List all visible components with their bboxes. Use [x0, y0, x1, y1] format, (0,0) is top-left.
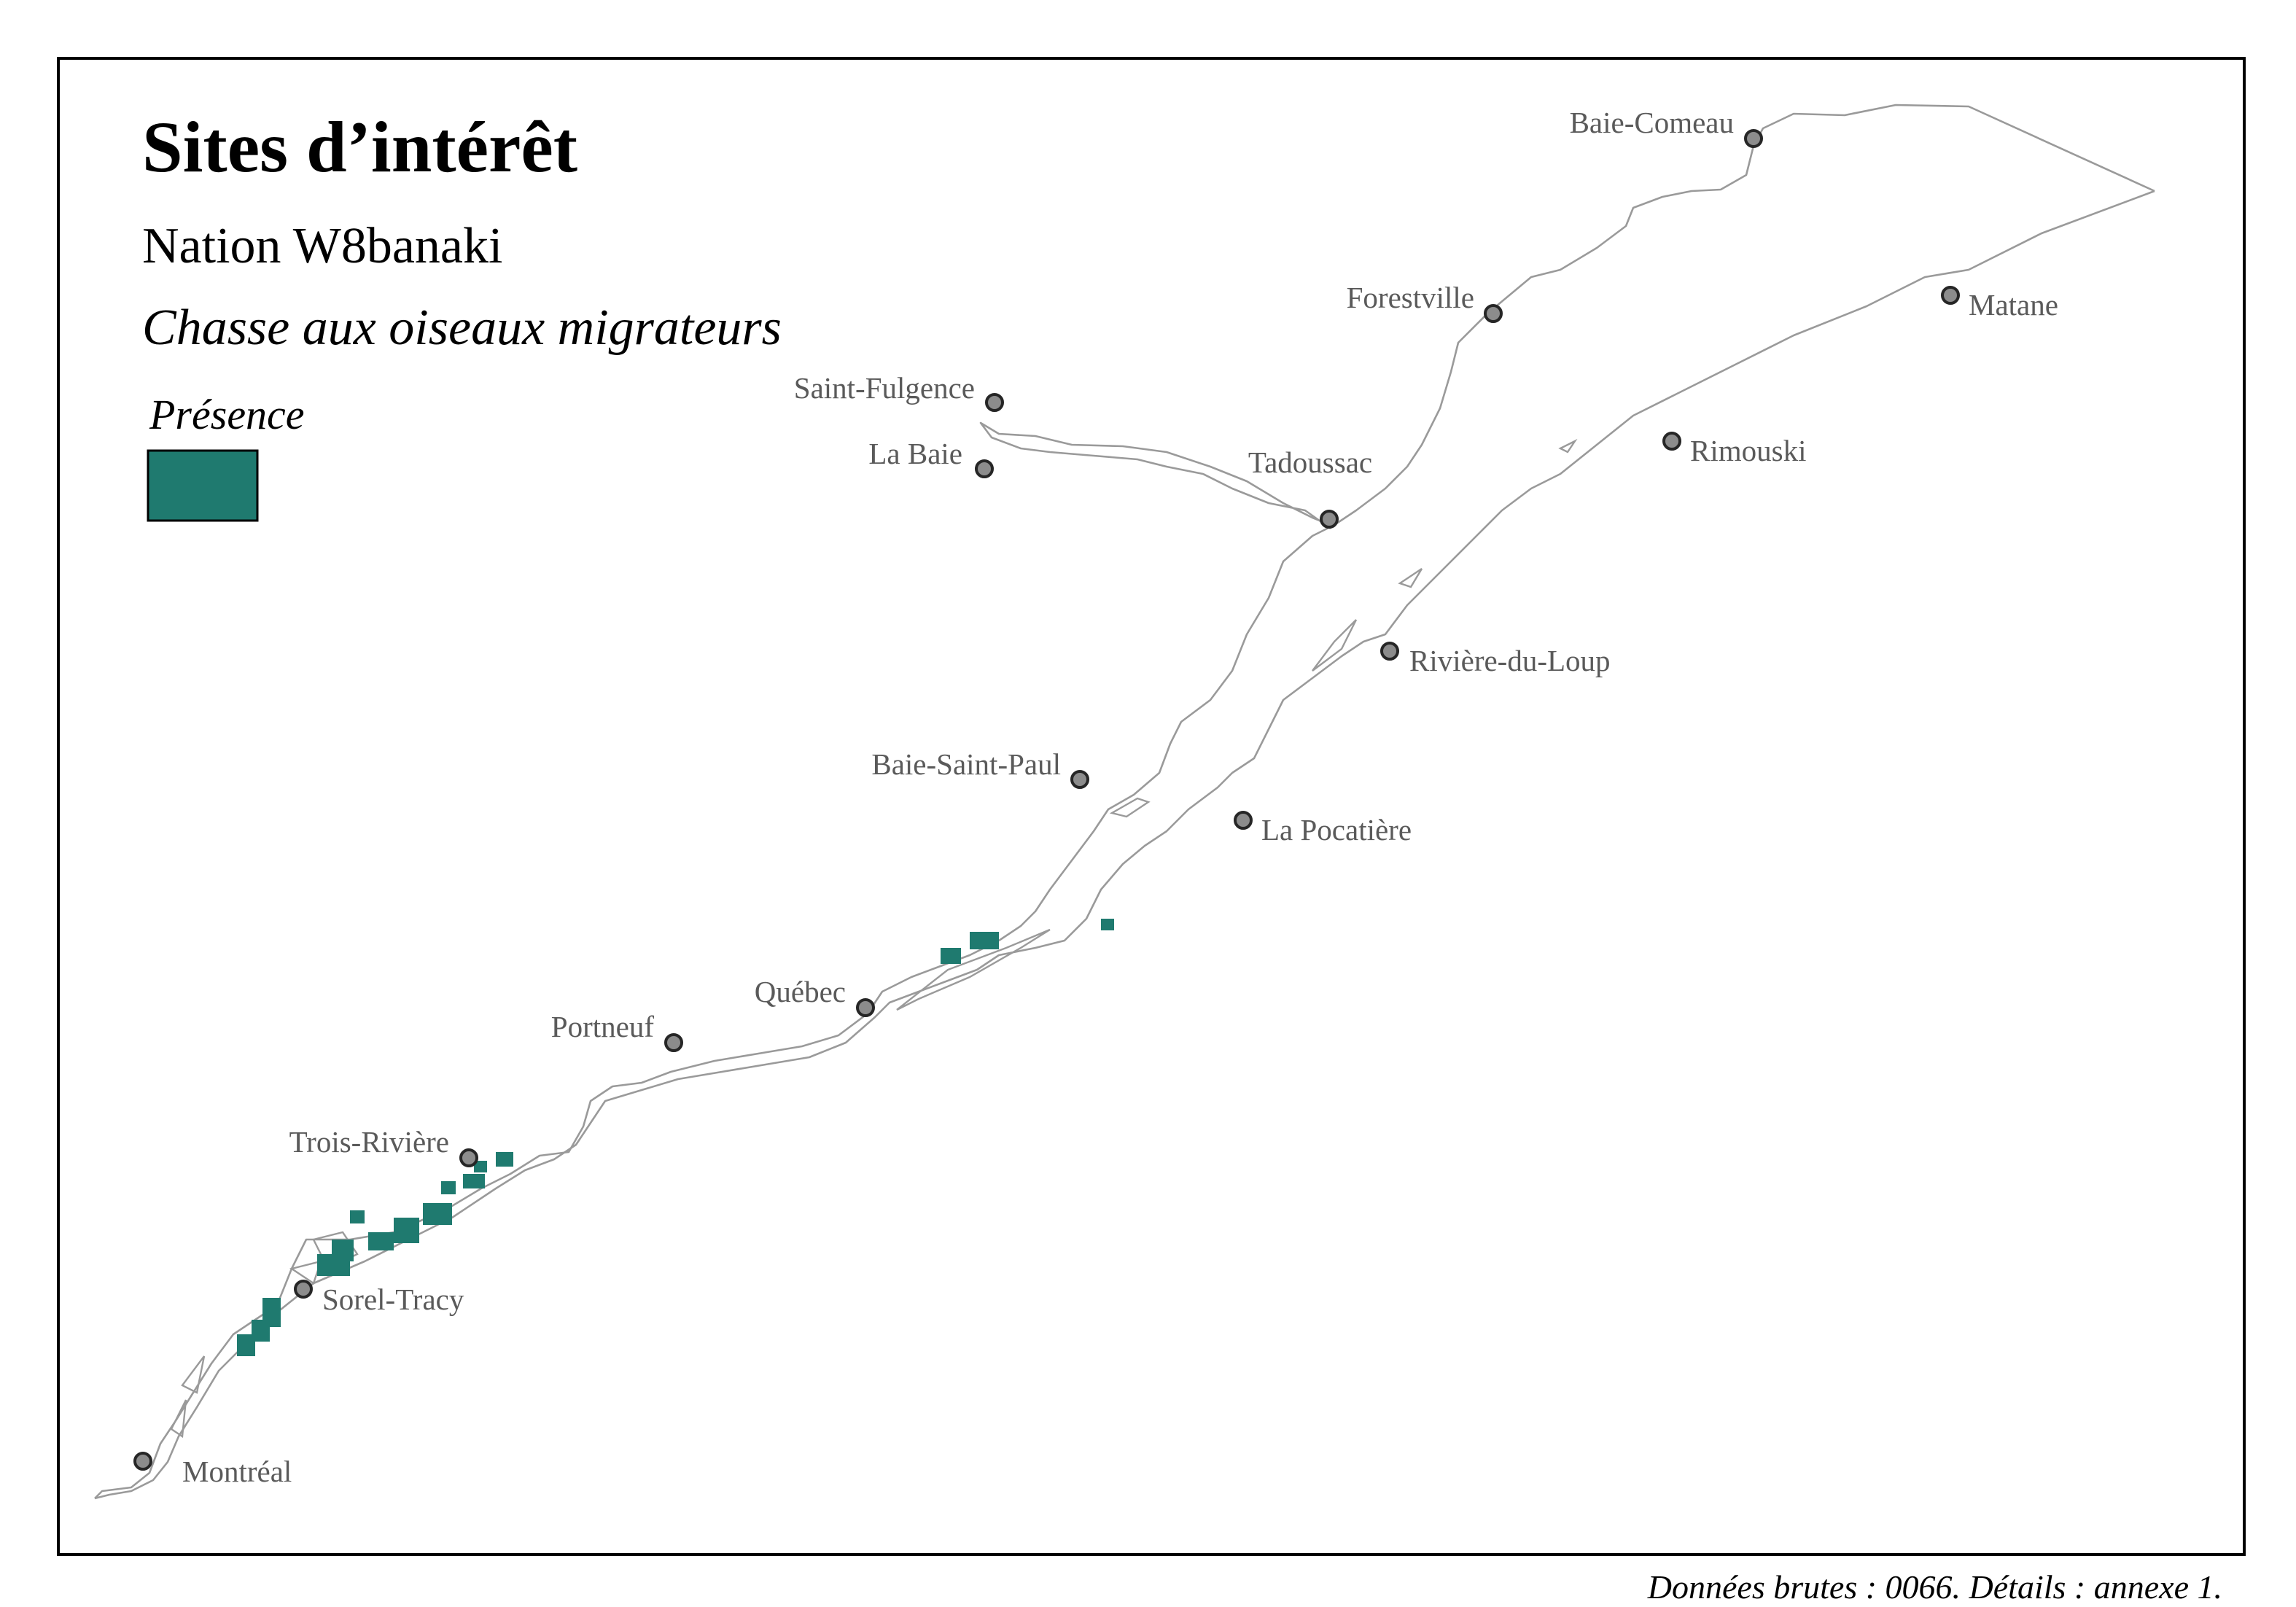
presence-cell: [1101, 919, 1114, 930]
presence-cell: [970, 932, 999, 949]
ile-orleans: [896, 928, 1051, 1011]
city-label: Tadoussac: [1248, 445, 1372, 479]
city-marker[interactable]: [1234, 811, 1253, 830]
presence-cell: [941, 948, 961, 964]
city-label: Saint-Fulgence: [794, 371, 975, 405]
legend-swatch-presence: [147, 449, 259, 522]
cities-layer: Baie-Comeau Forestville Matane Saint-Ful…: [133, 106, 2058, 1488]
ile-aux-coudres: [1109, 797, 1151, 818]
island-chain-3: [1558, 438, 1578, 454]
city-marker[interactable]: [985, 393, 1004, 412]
map-theme: Chasse aux oiseaux migrateurs: [142, 300, 782, 356]
city-marker[interactable]: [1662, 432, 1681, 451]
city-marker[interactable]: [1070, 770, 1089, 789]
island-chain-2: [1398, 568, 1423, 588]
city-marker[interactable]: [1744, 129, 1763, 148]
city-label: Forestville: [1347, 281, 1474, 314]
south-shore: [94, 190, 2155, 1500]
map-title: Sites d’intérêt: [142, 106, 577, 187]
city-marker[interactable]: [459, 1148, 478, 1167]
presence-cell: [237, 1334, 255, 1356]
city-marker[interactable]: [1380, 642, 1399, 661]
city-label: Rivière-du-Loup: [1409, 644, 1611, 677]
saguenay-fjord: [979, 421, 1335, 530]
legend-title: Présence: [149, 391, 305, 438]
city-label: La Baie: [868, 437, 962, 470]
presence-cell: [368, 1232, 394, 1250]
map-frame: [57, 57, 2246, 1556]
city-label: Québec: [755, 975, 846, 1008]
city-label: Baie-Saint-Paul: [871, 747, 1061, 781]
city-marker[interactable]: [294, 1280, 313, 1299]
island-chain-1: [1312, 619, 1358, 672]
city-label: Trois-Rivière: [289, 1125, 449, 1159]
presence-cell: [474, 1161, 487, 1172]
city-label: Matane: [1969, 288, 2058, 322]
presence-cell: [496, 1152, 513, 1167]
city-marker[interactable]: [1484, 304, 1503, 323]
presence-cell: [350, 1210, 365, 1223]
presence-cell: [441, 1181, 456, 1194]
city-marker[interactable]: [1941, 286, 1960, 305]
presence-layer: [237, 919, 1114, 1356]
presence-cell: [394, 1218, 419, 1243]
city-marker[interactable]: [664, 1033, 683, 1052]
city-label: Montréal: [182, 1455, 292, 1488]
city-label: Rimouski: [1690, 434, 1806, 467]
city-label: La Pocatière: [1261, 813, 1412, 847]
city-label: Sorel-Tracy: [322, 1283, 464, 1316]
city-label: Baie-Comeau: [1570, 106, 1734, 139]
city-label: Portneuf: [551, 1010, 655, 1043]
data-credit: Données brutes : 0066. Détails : annexe …: [1647, 1568, 2222, 1606]
map-subtitle: Nation W8banaki: [142, 218, 502, 274]
city-marker[interactable]: [133, 1452, 152, 1471]
presence-cell: [317, 1254, 350, 1276]
montreal-islands: [170, 1355, 206, 1439]
legend: Présence: [147, 391, 305, 522]
city-marker[interactable]: [1320, 510, 1339, 529]
presence-cell: [463, 1174, 485, 1188]
city-marker[interactable]: [975, 459, 994, 478]
presence-cell: [423, 1203, 452, 1225]
city-marker[interactable]: [856, 998, 875, 1017]
